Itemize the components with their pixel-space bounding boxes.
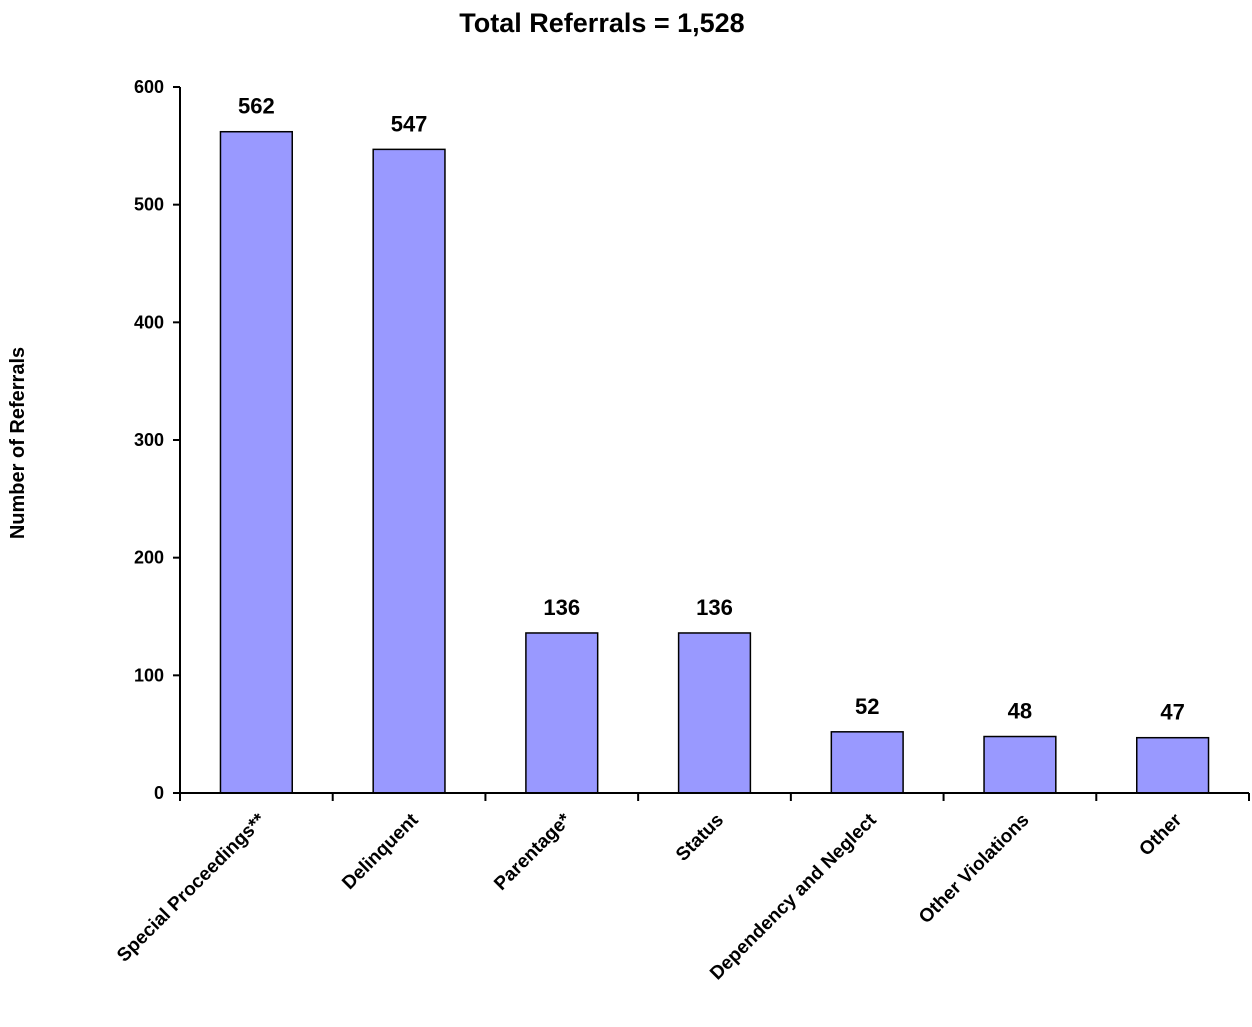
x-tick-label: Status: [672, 810, 728, 866]
y-tick-label: 400: [134, 312, 164, 332]
y-tick-label: 600: [134, 77, 164, 97]
x-axis-labels: Special Proceedings** Delinquent Parentage…: [113, 809, 1186, 984]
bar: [983, 735, 1057, 794]
x-tick-label: Special Proceedings**: [113, 809, 270, 966]
data-label: 136: [696, 595, 733, 620]
y-tick-label: 100: [134, 665, 164, 685]
bars-group: [219, 130, 1210, 794]
data-label: 547: [391, 111, 428, 136]
data-label: 48: [1008, 699, 1032, 724]
bar: [677, 632, 752, 794]
x-axis-ticks: [179, 793, 1250, 801]
chart-title: Total Referrals = 1,528: [459, 8, 744, 38]
data-label: 136: [543, 595, 580, 620]
x-tick-label: Other: [1135, 809, 1186, 860]
data-labels-group: 562 547 136 136 52 48 47: [238, 94, 1185, 725]
bar: [372, 148, 446, 794]
data-label: 52: [855, 694, 879, 719]
y-axis-ticks: 0 100 200 300 400 500 600: [134, 77, 180, 803]
bar: [830, 731, 904, 794]
bar: [219, 130, 293, 794]
bar: [1136, 736, 1210, 794]
x-tick-label: Delinquent: [338, 809, 423, 894]
y-axis-label: Number of Referrals: [7, 347, 29, 539]
y-tick-label: 200: [134, 548, 164, 568]
y-tick-label: 0: [154, 783, 164, 803]
y-tick-label: 500: [134, 195, 164, 215]
x-tick-label: Other Violations: [915, 810, 1033, 928]
data-label: 47: [1160, 700, 1184, 725]
x-tick-label: Dependency and Neglect: [706, 809, 881, 984]
x-tick-label: Parentage*: [490, 809, 575, 894]
data-label: 562: [238, 94, 275, 119]
bar: [525, 632, 599, 794]
y-tick-label: 300: [134, 430, 164, 450]
